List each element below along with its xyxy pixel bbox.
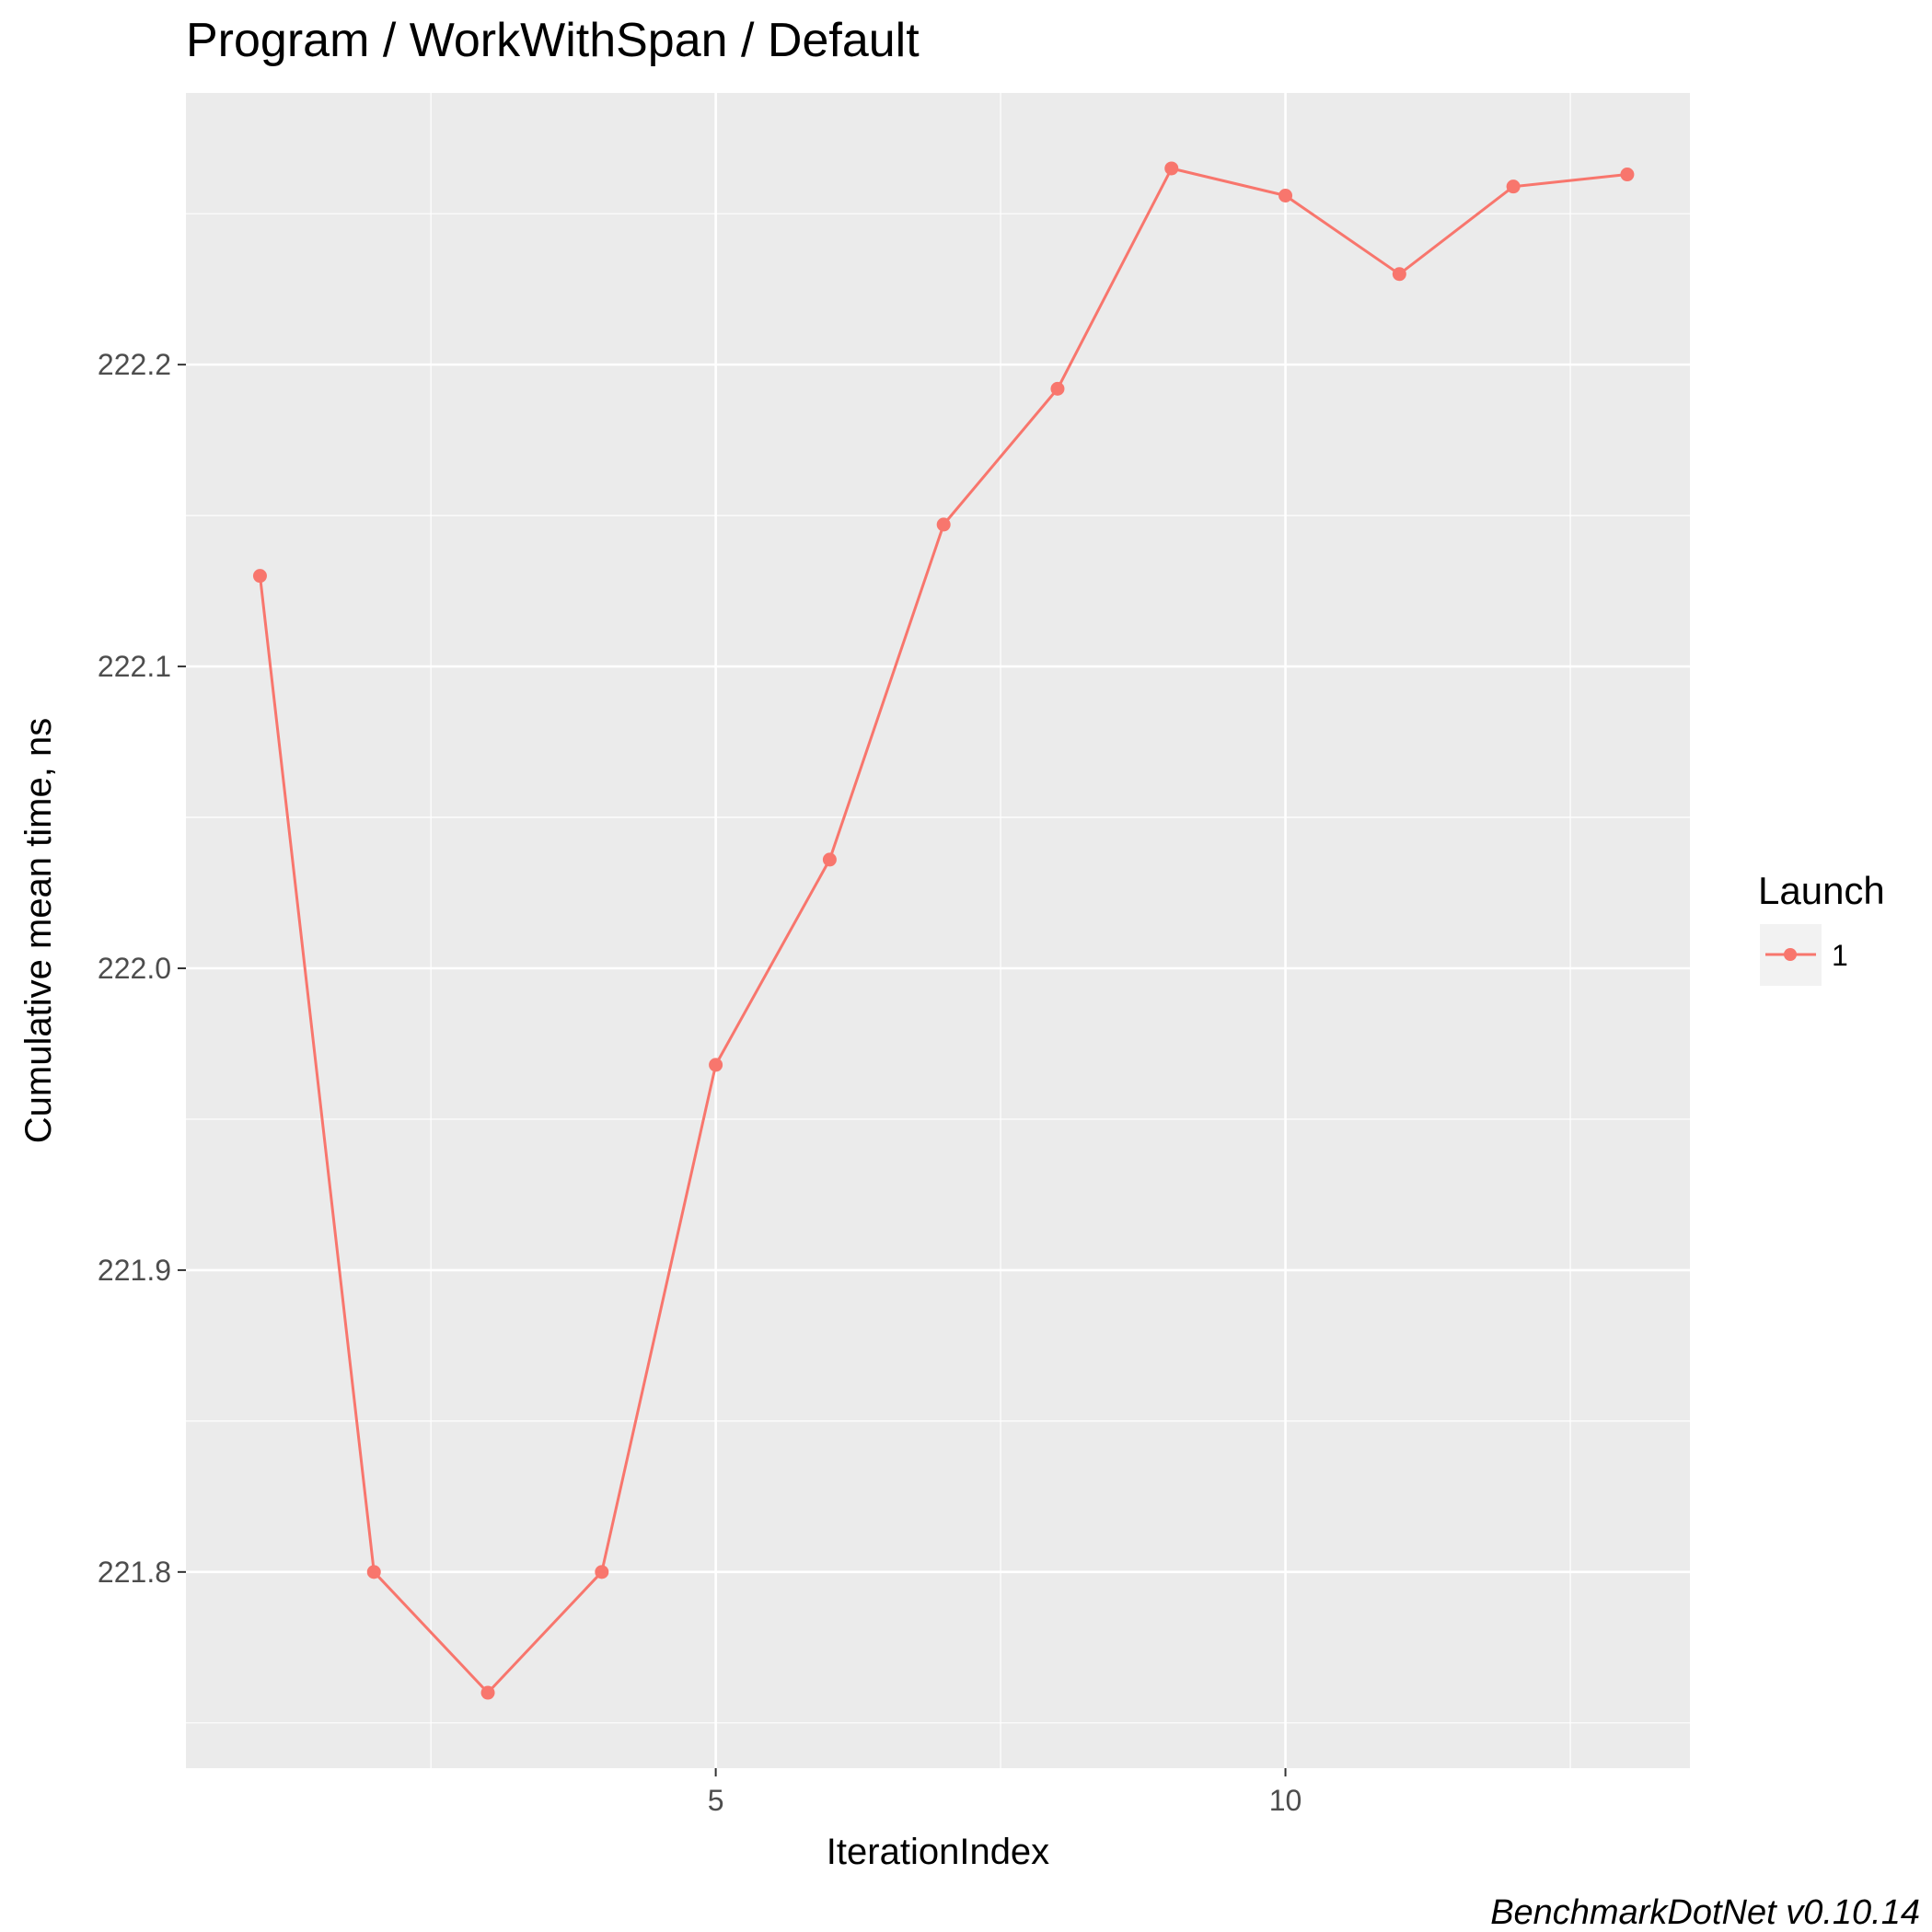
x-tick-label: 5 [708, 1784, 724, 1817]
data-point [1278, 188, 1293, 202]
y-tick-label: 221.9 [98, 1254, 171, 1287]
legend-title: Launch [1758, 869, 1885, 912]
y-axis-title: Cumulative mean time, ns [18, 718, 59, 1143]
caption: BenchmarkDotNet v0.10.14 [1490, 1893, 1920, 1932]
legend-label: 1 [1832, 939, 1848, 972]
data-point [252, 569, 267, 584]
data-point [1050, 381, 1065, 396]
y-tick-label: 222.0 [98, 952, 171, 985]
data-point [595, 1565, 609, 1579]
x-tick-label: 10 [1269, 1784, 1302, 1817]
y-tick-label: 222.1 [98, 650, 171, 683]
legend-key-point [1784, 948, 1797, 961]
major-gridlines [186, 93, 1690, 1768]
x-axis-ticks: 5 10 [708, 1768, 1302, 1817]
y-axis-ticks: 221.8 221.9 222.0 222.1 222.2 [98, 348, 186, 1589]
data-point [1506, 179, 1521, 194]
series-layer [252, 161, 1635, 1700]
data-point [1392, 267, 1406, 282]
minor-gridlines [186, 93, 1690, 1768]
data-point [1164, 161, 1179, 176]
data-point [822, 852, 837, 867]
plot-panel [186, 93, 1690, 1768]
x-axis-title: IterationIndex [827, 1832, 1049, 1872]
data-point [366, 1565, 381, 1579]
data-point [709, 1058, 723, 1072]
chart-title: Program / WorkWithSpan / Default [186, 14, 920, 67]
data-point [936, 517, 951, 532]
legend: Launch 1 [1758, 869, 1885, 986]
y-tick-label: 221.8 [98, 1556, 171, 1589]
data-point [480, 1685, 495, 1700]
y-tick-label: 222.2 [98, 348, 171, 381]
data-point [1620, 168, 1635, 182]
